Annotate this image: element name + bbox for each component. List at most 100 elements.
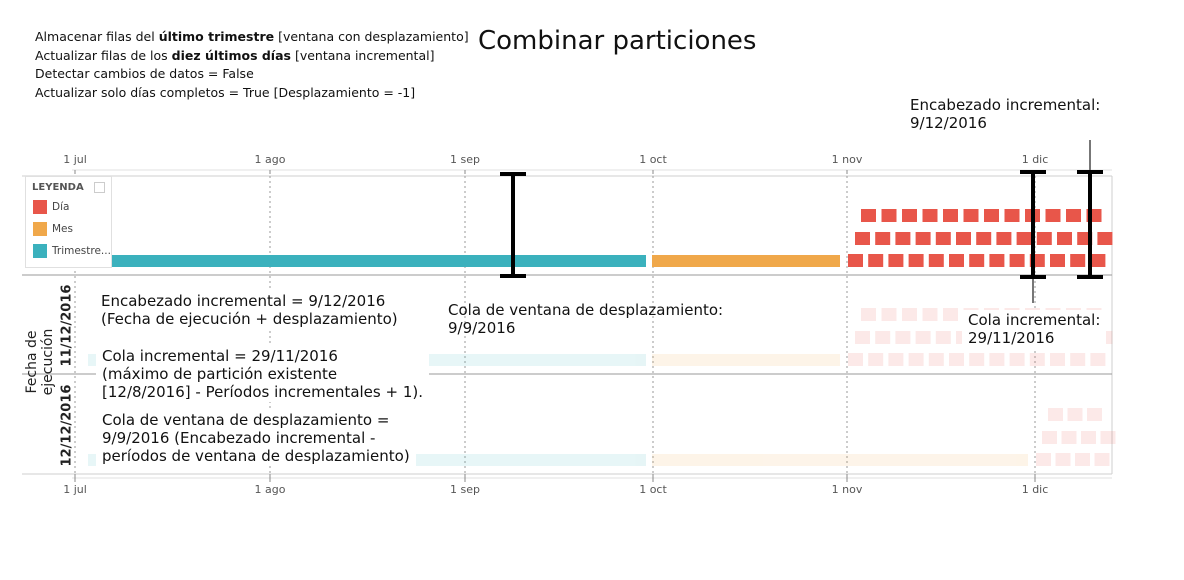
day-partition	[949, 353, 964, 366]
day-partition	[855, 232, 870, 245]
day-partition	[1009, 254, 1025, 267]
day-partition	[922, 209, 938, 222]
day-partition	[1036, 453, 1051, 466]
day-partition	[1048, 408, 1063, 421]
day-partition	[915, 331, 931, 344]
day-partition	[1070, 254, 1086, 267]
day-partition	[976, 232, 992, 245]
day-partitions-current	[848, 209, 1113, 267]
axis-tick-label: 1 dic	[1021, 153, 1049, 166]
day-partition	[1097, 232, 1113, 245]
axis-tick-label: 1 dic	[1021, 483, 1049, 496]
axis-tick-label: 1 nov	[831, 153, 863, 166]
incremental-head-explanation: Encabezado incremental = 9/12/2016 (Fech…	[95, 290, 404, 330]
month-bar	[652, 255, 840, 267]
day-partition	[989, 353, 1005, 366]
incremental-tail-callout: Cola incremental: 29/11/2016	[962, 310, 1107, 348]
day-partition	[1009, 353, 1025, 366]
day-partition	[855, 331, 870, 344]
legend-swatch	[33, 222, 47, 236]
legend-item-mes: Mes	[33, 222, 73, 236]
incremental-head-ibeam	[1077, 170, 1103, 279]
day-partition	[895, 331, 911, 344]
day-partition	[902, 209, 917, 222]
day-partition	[1045, 209, 1061, 222]
legend: LEYENDA Día Mes Trimestre...	[25, 176, 112, 268]
setting-detect-changes: Detectar cambios de datos = False	[35, 66, 254, 81]
legend-collapse-checkbox[interactable]	[94, 182, 105, 193]
day-partition	[1081, 431, 1096, 444]
day-partition	[1057, 232, 1072, 245]
day-partition	[881, 209, 897, 222]
day-partition	[1067, 408, 1083, 421]
day-partition	[908, 254, 924, 267]
day-partition	[1029, 353, 1045, 366]
setting-complete-days: Actualizar solo días completos = True [D…	[35, 84, 416, 100]
row-current	[88, 209, 1113, 267]
month-bar	[652, 454, 1028, 466]
incremental-tail-ibeam	[1020, 170, 1046, 279]
day-partition	[902, 308, 917, 321]
day-partition	[861, 209, 876, 222]
day-partition	[1004, 209, 1020, 222]
day-partition	[969, 353, 985, 366]
day-partition	[928, 353, 944, 366]
day-partition	[875, 331, 891, 344]
day-partition	[989, 254, 1005, 267]
day-partition	[969, 254, 985, 267]
day-partition	[1066, 209, 1081, 222]
day-partition	[868, 353, 884, 366]
day-partition	[908, 353, 924, 366]
day-partition	[963, 209, 979, 222]
row-label-11-12: 11/12/2016	[59, 284, 75, 367]
day-partition	[949, 254, 964, 267]
axis-tick-label: 1 ago	[254, 153, 286, 166]
month-bar	[652, 354, 840, 366]
day-partition	[943, 308, 958, 321]
quarter-bar	[88, 255, 646, 267]
row-label-12-12: 12/12/2016	[59, 384, 75, 467]
day-partition	[943, 209, 958, 222]
axis-tick-label: 1 nov	[831, 483, 863, 496]
axis-tick-label: 1 oct	[639, 483, 667, 496]
day-partition	[1090, 353, 1106, 366]
axis-tick-label: 1 jul	[63, 483, 87, 496]
day-partition	[1061, 431, 1077, 444]
day-partition	[1016, 232, 1032, 245]
day-partition	[1094, 453, 1110, 466]
window-markers	[500, 170, 1103, 279]
day-partition	[1087, 408, 1102, 421]
day-partition	[875, 232, 891, 245]
day-partition	[1055, 453, 1071, 466]
rolling-window-tail-callout: Cola de ventana de desplazamiento: 9/9/2…	[448, 301, 724, 337]
axis-tick-label: 1 ago	[254, 483, 286, 496]
day-partition	[928, 254, 944, 267]
day-partition	[984, 209, 999, 222]
rolling-window-tail-explanation: Cola de ventana de desplazamiento = 9/9/…	[96, 410, 416, 466]
day-partition	[1042, 431, 1057, 444]
day-partition	[848, 254, 863, 267]
day-partitions-12-12	[1036, 408, 1116, 466]
legend-item-trimestre: Trimestre...	[33, 244, 111, 258]
day-partition	[1090, 254, 1106, 267]
day-partition	[1050, 254, 1065, 267]
day-partition	[922, 308, 938, 321]
day-partition	[888, 254, 904, 267]
diagram-title: Combinar particiones	[478, 26, 757, 56]
legend-swatch	[33, 200, 47, 214]
setting-store-rows: Almacenar filas del último trimestre [ve…	[35, 29, 469, 44]
rolling-window-tail-marker	[500, 172, 526, 278]
day-partition	[1070, 353, 1086, 366]
axis-tick-label: 1 sep	[450, 483, 480, 496]
setting-refresh-rows: Actualizar filas de los diez últimos día…	[35, 47, 435, 63]
day-partition	[848, 353, 863, 366]
axis-tick-label: 1 jul	[63, 153, 87, 166]
day-partition	[915, 232, 931, 245]
incremental-tail-explanation: Cola incremental = 29/11/2016 (máximo de…	[96, 346, 429, 402]
legend-swatch	[33, 244, 47, 258]
day-partition	[888, 353, 904, 366]
legend-header: LEYENDA	[32, 182, 84, 193]
day-partition	[996, 232, 1012, 245]
day-partition	[956, 232, 971, 245]
legend-item-dia: Día	[33, 200, 69, 214]
